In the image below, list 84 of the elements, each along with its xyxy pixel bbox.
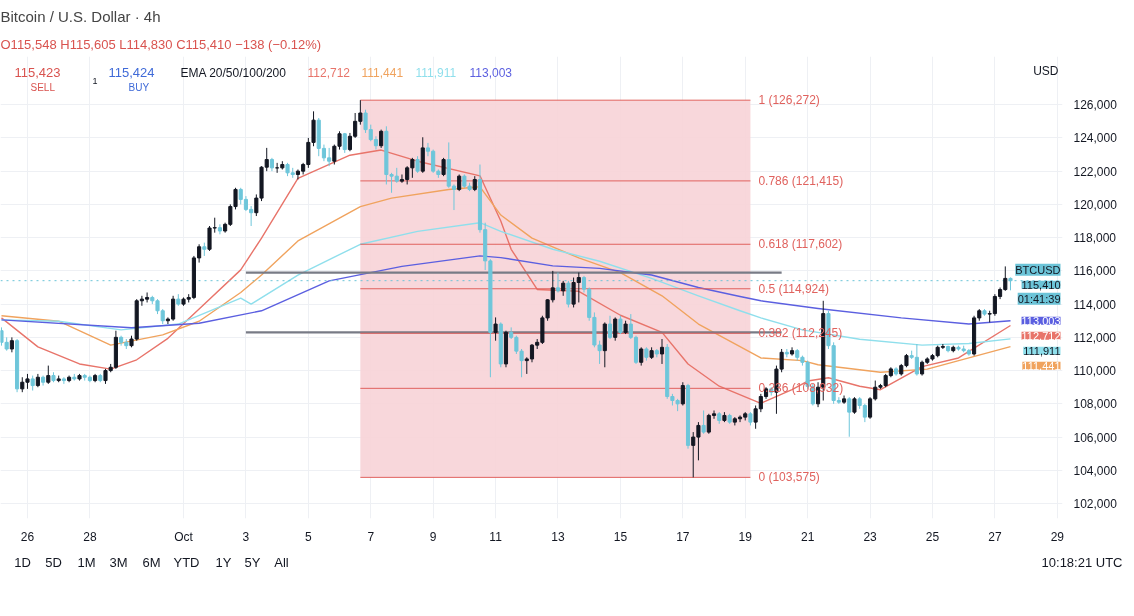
text: 10:18:21 UTC: [1041, 555, 1123, 570]
annotation: 115,410: [1021, 278, 1061, 291]
candlestick: [379, 129, 384, 149]
y-tick-label: 114,000: [1073, 297, 1117, 312]
ref-line-label: BTCUSD: [1015, 263, 1061, 276]
data-label: 112,712: [1021, 329, 1061, 342]
candlestick: [618, 315, 623, 335]
candlestick: [789, 346, 795, 357]
x-tick-label: 26: [20, 529, 35, 544]
candlestick: [441, 157, 446, 177]
data-label: 111,441: [1022, 359, 1061, 372]
candlestick: [659, 338, 665, 365]
text: YTD: [173, 555, 200, 570]
candlestick: [607, 315, 613, 340]
candlestick: [613, 316, 618, 342]
y-tick-label: 108,000: [1073, 397, 1118, 412]
x-tick-label: 3: [242, 529, 250, 544]
ref-line-label: 0.5 (114,924): [758, 281, 829, 296]
text: 111,911: [415, 66, 457, 80]
text: All: [274, 555, 289, 570]
candlestick: [529, 343, 535, 363]
x-tick-label: 29: [1050, 529, 1065, 544]
annotation: BUY: [128, 82, 150, 93]
ref-line-label: 0 (103,575): [758, 470, 820, 485]
text: 5Y: [244, 555, 261, 570]
text: 111,441: [361, 66, 404, 80]
candlestick: [737, 414, 743, 423]
x-tick-label: 5: [305, 529, 312, 544]
y-tick-label: 116,000: [1073, 264, 1117, 279]
x-tick-label: Oct: [174, 529, 194, 544]
y-tick-label: 110,000: [1073, 364, 1117, 379]
x-tick-label: 13: [551, 529, 565, 544]
candlestick: [847, 396, 852, 438]
text: 6M: [142, 555, 161, 570]
candlestick: [639, 346, 644, 367]
y-tick-label: 122,000: [1073, 164, 1118, 179]
text: 5D: [45, 555, 62, 570]
annotation: 115,424: [108, 65, 155, 80]
text: 113,003: [469, 66, 512, 80]
x-tick-label: 7: [367, 529, 375, 544]
x-tick-label: 27: [988, 529, 1002, 544]
annotation: 01:41:39: [1017, 292, 1061, 305]
y-tick-label: 104,000: [1073, 463, 1118, 478]
candlestick: [493, 316, 498, 342]
candlestick: [680, 381, 685, 406]
x-tick-label: 15: [613, 529, 628, 544]
candlestick: [46, 365, 51, 385]
y-tick-label: 106,000: [1073, 430, 1118, 445]
chart-title: Bitcoin / U.S. Dollar · 4h: [0, 7, 161, 25]
y-tick-label: 126,000: [1073, 98, 1118, 113]
annotation: EMA 20/50/100/200: [180, 65, 287, 80]
candlestick: [701, 409, 706, 435]
y-tick-label: 120,000: [1073, 197, 1118, 212]
ref-line-label: 0.618 (117,602): [758, 237, 843, 252]
y-tick-label: 124,000: [1073, 131, 1118, 146]
annotation: 1: [92, 75, 98, 86]
x-tick-label: 17: [676, 529, 690, 544]
data-label: 111,911: [1023, 344, 1061, 357]
ref-line-label: 0.786 (121,415): [758, 173, 844, 188]
x-tick-label: 23: [863, 529, 878, 544]
text: 1Y: [215, 555, 232, 570]
y-tick-label: 118,000: [1073, 231, 1117, 246]
annotation: 115,423: [14, 65, 61, 80]
x-tick-label: 19: [738, 529, 753, 544]
x-tick-label: 9: [429, 529, 437, 544]
x-tick-label: 21: [800, 529, 815, 544]
chart-subtitle: O115,548 H115,605 L114,830 C115,410 −138 (−0.12%): [0, 36, 322, 52]
data-label: 113,003: [1021, 314, 1061, 327]
y-tick-label: 112,000: [1073, 330, 1117, 345]
text: 3M: [109, 555, 128, 570]
candlestick: [217, 223, 222, 235]
candlestick: [566, 280, 571, 308]
text: 1M: [77, 555, 96, 570]
text: 1D: [14, 555, 31, 570]
ref-line-label: 1 (126,272): [758, 93, 820, 108]
annotation: USD: [1033, 63, 1059, 78]
text: 112,712: [307, 66, 350, 80]
x-tick-label: 28: [83, 529, 97, 544]
candlestick: [420, 136, 425, 174]
x-tick-label: 25: [925, 529, 940, 544]
y-tick-label: 102,000: [1073, 497, 1118, 512]
candlestick: [61, 376, 66, 385]
x-tick-label: 11: [489, 529, 503, 544]
annotation: SELL: [30, 82, 56, 93]
